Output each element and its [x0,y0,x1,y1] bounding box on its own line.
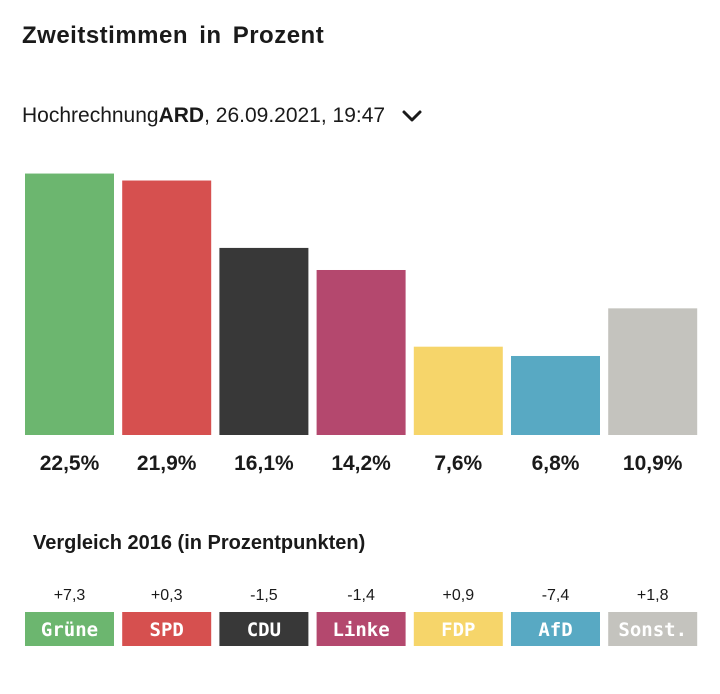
party-label: AfD [538,619,572,641]
bar-afd [511,355,600,435]
subtitle-datetime: , 26.09.2021, 19:47 [204,104,386,127]
value-label: 21,9% [137,452,197,475]
subtitle-prefix: Hochrechnung [22,104,159,127]
party-label: FDP [441,619,475,641]
bar-fdp [413,346,503,435]
party-badge [219,612,309,646]
comparison-delta: +1,8 [637,587,669,604]
value-label: 7,6% [434,452,482,475]
comparison-title: Vergleich 2016 (in Prozentpunkten) [33,532,366,554]
value-label: 10,9% [623,452,683,475]
bar-spd [122,180,212,435]
subtitle-source: ARD [158,104,205,127]
comparison-delta: +0,3 [151,587,183,604]
bar-grne [25,173,114,436]
comparison-delta: -7,4 [542,587,570,604]
comparison-delta: +0,9 [443,587,475,604]
bar-linke [316,269,406,435]
party-badge [25,612,114,646]
bar-sonst [608,308,698,435]
party-badge [413,612,503,646]
party-label: Grüne [41,619,98,641]
value-label: 14,2% [331,452,391,475]
comparison-delta: +7,3 [54,587,86,604]
chart-title: Zweitstimmen in Prozent [22,22,325,49]
bar-cdu [219,247,309,435]
party-label: CDU [247,619,281,641]
projection-selector[interactable]: Hochrechnung ARD , 26.09.2021, 19:47 [22,104,423,128]
party-label: Linke [332,619,389,641]
party-badge [608,612,698,646]
chevron-down-icon[interactable] [401,109,423,123]
value-label: 6,8% [532,452,580,475]
comparison-delta: -1,4 [347,587,375,604]
party-badge [316,612,406,646]
value-label: 16,1% [234,452,294,475]
value-label: 22,5% [40,452,100,475]
party-label: SPD [150,619,184,641]
comparison-delta: -1,5 [250,587,278,604]
party-badge [511,612,600,646]
party-label: Sonst. [618,619,687,641]
party-badge [122,612,212,646]
